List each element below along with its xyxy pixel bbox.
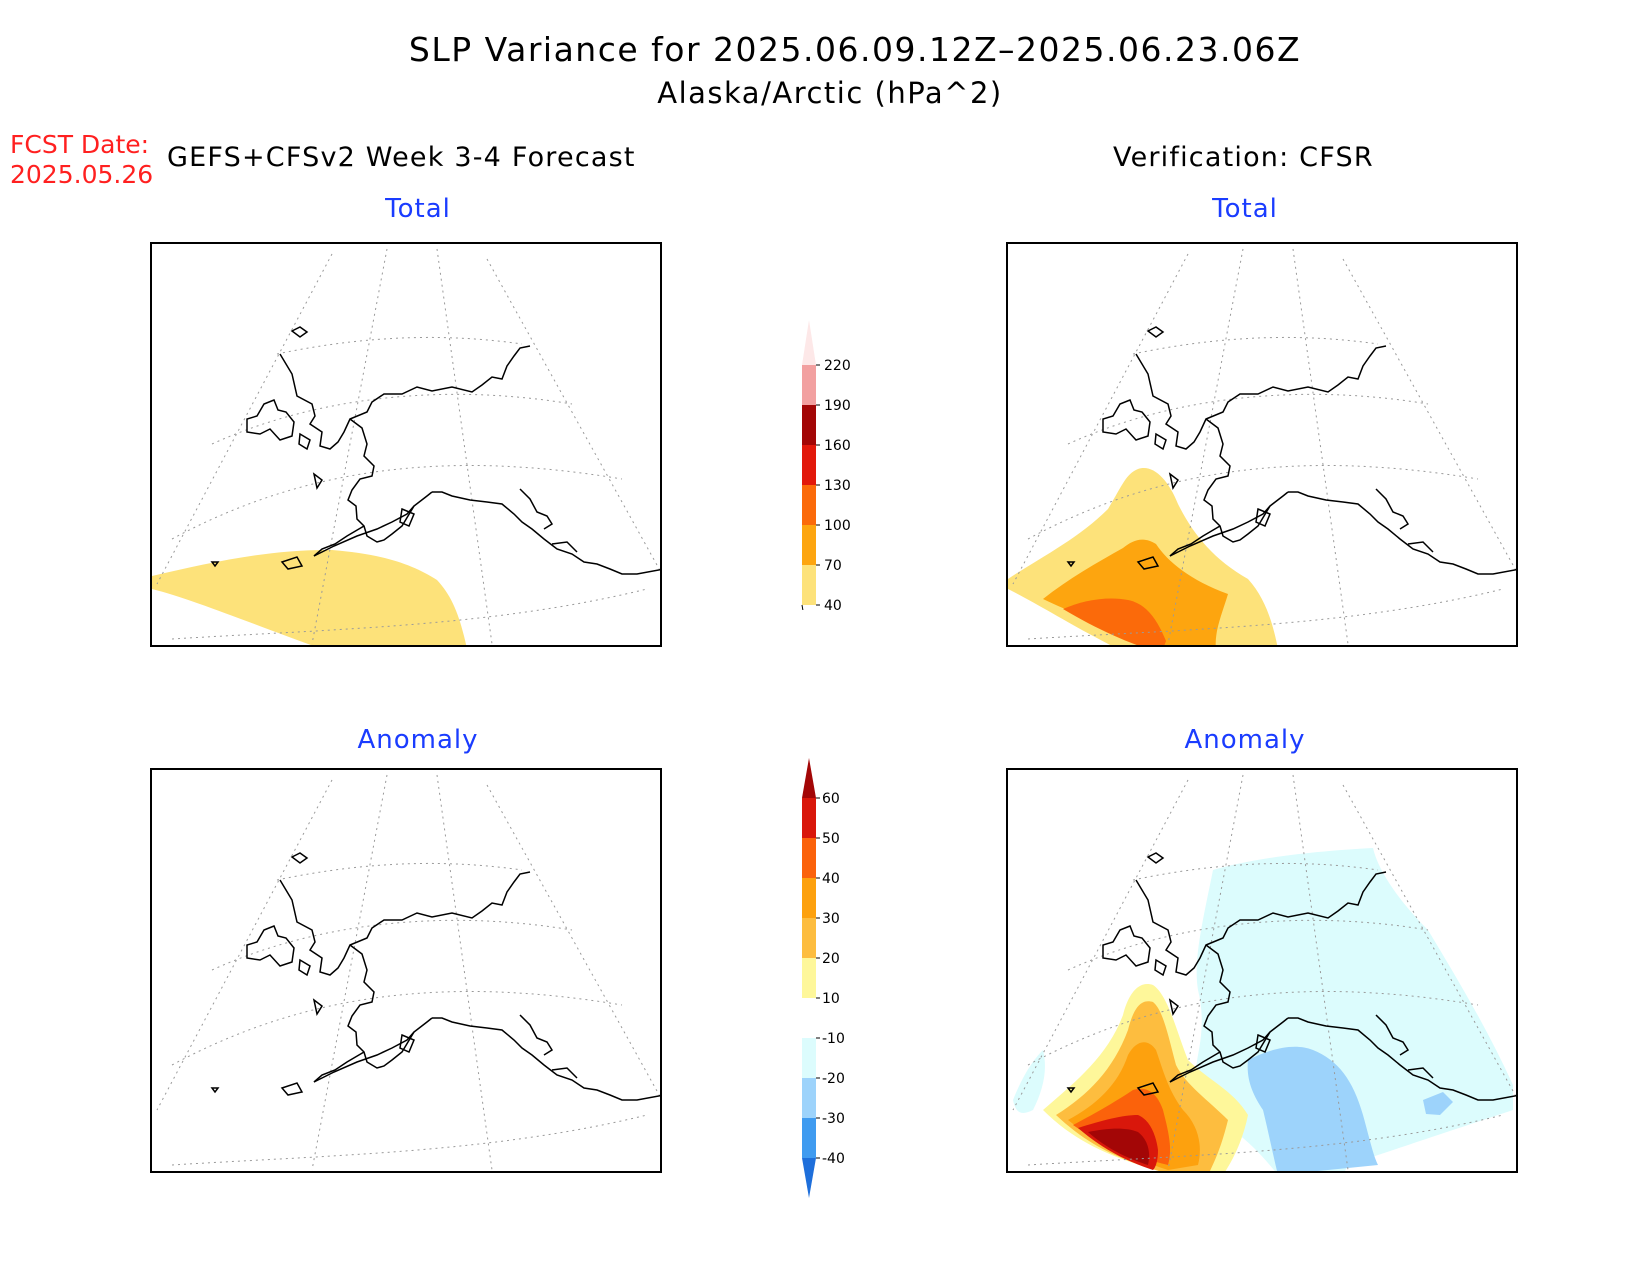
verif-total-map — [1006, 242, 1518, 647]
colorbar-anomaly-bin — [802, 1118, 816, 1158]
colorbar-total-bin — [802, 485, 816, 525]
shade-100-130 — [1063, 598, 1166, 645]
colorbar-anomaly-bin — [802, 1158, 816, 1198]
colorbar-total-bin — [802, 405, 816, 445]
verif-anomaly-subtitle: Anomaly — [1184, 725, 1306, 755]
colorbar-anomaly-bin — [802, 958, 816, 998]
colorbar-anomaly-bin — [802, 998, 816, 1038]
colorbar-anomaly-bin — [802, 918, 816, 958]
forecast-total-map — [150, 242, 662, 647]
colorbar-total-bin — [802, 525, 816, 565]
coastline — [1066, 326, 1516, 575]
graticule-lines — [1012, 248, 1516, 645]
colorbar-total-tip — [801, 604, 804, 610]
colorbar-total-label: 160 — [824, 438, 851, 454]
shade-neg20-neg30 — [1247, 1046, 1378, 1171]
colorbar-total-label: 70 — [824, 558, 842, 574]
graticule-lines — [156, 774, 660, 1171]
graticule-lines — [1012, 774, 1516, 1171]
shade-neg10-neg20-west — [1013, 1050, 1045, 1113]
forecast-anomaly-map — [150, 768, 662, 1173]
colorbar-anomaly-label: 20 — [822, 951, 840, 967]
colorbar-total-bin — [802, 565, 816, 605]
colorbar-anomaly-label: 60 — [822, 791, 840, 807]
colorbar-anomaly-label: -40 — [822, 1151, 845, 1167]
forecast-header: GEFS+CFSv2 Week 3-4 Forecast — [167, 142, 636, 173]
shade-neg20-neg30-east — [1423, 1092, 1453, 1115]
main-subtitle: Alaska/Arctic (hPa^2) — [657, 76, 1003, 110]
colorbar-anomaly-bin — [802, 1038, 816, 1078]
colorbar-total-label: 40 — [824, 598, 842, 610]
coastline — [210, 326, 660, 575]
coastline — [1066, 852, 1516, 1101]
forecast-anomaly-subtitle: Anomaly — [357, 725, 479, 755]
colorbar-anomaly-label: 40 — [822, 871, 840, 887]
colorbar-total-label: 190 — [824, 398, 851, 414]
colorbar-anomaly-label: -20 — [822, 1071, 845, 1087]
verif-total-subtitle: Total — [1212, 194, 1278, 224]
colorbar-anomaly-label: 10 — [822, 991, 840, 1007]
fcst-date-label: FCST Date: — [10, 130, 150, 159]
colorbar-total-label: 130 — [824, 478, 851, 494]
shade-above-60 — [1088, 1128, 1150, 1165]
verif-anomaly-map — [1006, 768, 1518, 1173]
colorbar-anomaly-bin — [802, 838, 816, 878]
coastline — [210, 852, 660, 1101]
forecast-total-subtitle: Total — [385, 194, 451, 224]
colorbar-anomaly-label: -30 — [822, 1111, 845, 1127]
colorbar-anomaly: -40 -30 -20 -10 10 20 30 40 50 60 — [802, 758, 845, 1198]
colorbar-total-label: 220 — [824, 358, 851, 374]
colorbar-anomaly-label: 50 — [822, 831, 840, 847]
colorbar-total-bin — [802, 365, 816, 405]
colorbar-anomaly-bin — [802, 878, 816, 918]
colorbar-total-bin — [802, 445, 816, 485]
colorbar-anomaly-bin — [802, 1078, 816, 1118]
main-title: SLP Variance for 2025.06.09.12Z–2025.06.… — [408, 30, 1302, 69]
colorbar-total-bin — [802, 320, 816, 365]
graticule-lines — [156, 248, 660, 645]
shade-40-70 — [152, 549, 467, 645]
verification-header: Verification: CFSR — [1113, 142, 1374, 173]
colorbar-anomaly-label: 30 — [822, 911, 840, 927]
colorbar-anomaly-label: -10 — [822, 1031, 845, 1047]
fcst-date-value: 2025.05.26 — [10, 160, 154, 189]
colorbar-anomaly-bin — [802, 798, 816, 838]
colorbar-anomaly-bin — [802, 758, 816, 798]
colorbar-total-label: 100 — [824, 518, 851, 534]
colorbar-total: 40 70 100 130 160 190 220 — [801, 320, 851, 610]
